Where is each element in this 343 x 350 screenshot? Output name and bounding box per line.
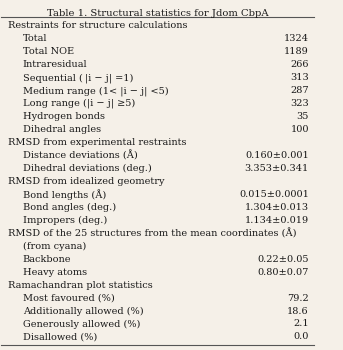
Text: 313: 313 [290, 73, 309, 82]
Text: 1324: 1324 [284, 34, 309, 43]
Text: Most favoured (%): Most favoured (%) [23, 294, 114, 302]
Text: Backbone: Backbone [23, 255, 71, 264]
Text: 35: 35 [297, 112, 309, 121]
Text: 79.2: 79.2 [287, 294, 309, 302]
Text: Hydrogen bonds: Hydrogen bonds [23, 112, 105, 121]
Text: Bond angles (deg.): Bond angles (deg.) [23, 203, 116, 212]
Text: Total: Total [23, 34, 47, 43]
Text: 0.160±0.001: 0.160±0.001 [245, 151, 309, 160]
Text: Disallowed (%): Disallowed (%) [23, 332, 97, 341]
Text: 1.134±0.019: 1.134±0.019 [245, 216, 309, 225]
Text: 18.6: 18.6 [287, 307, 309, 315]
Text: Impropers (deg.): Impropers (deg.) [23, 216, 107, 225]
Text: Bond lengths (Å): Bond lengths (Å) [23, 189, 106, 200]
Text: Total NOE: Total NOE [23, 47, 74, 56]
Text: 0.80±0.07: 0.80±0.07 [258, 268, 309, 276]
Text: Medium range (1< |i − j| <5): Medium range (1< |i − j| <5) [23, 86, 168, 96]
Text: (from cyana): (from cyana) [23, 241, 86, 251]
Text: Long range (|i − j| ≥5): Long range (|i − j| ≥5) [23, 99, 135, 108]
Text: Generously allowed (%): Generously allowed (%) [23, 320, 140, 329]
Text: 1.304±0.013: 1.304±0.013 [245, 203, 309, 212]
Text: 1189: 1189 [284, 47, 309, 56]
Text: Dihedral angles: Dihedral angles [23, 125, 101, 134]
Text: RMSD from experimental restraints: RMSD from experimental restraints [8, 138, 186, 147]
Text: Sequential ( |i − j| =1): Sequential ( |i − j| =1) [23, 73, 133, 83]
Text: Dihedral deviations (deg.): Dihedral deviations (deg.) [23, 164, 151, 173]
Text: 287: 287 [290, 86, 309, 95]
Text: Restraints for structure calculations: Restraints for structure calculations [8, 21, 187, 30]
Text: 266: 266 [291, 60, 309, 69]
Text: 0.22±0.05: 0.22±0.05 [258, 255, 309, 264]
Text: 0.015±0.0001: 0.015±0.0001 [239, 190, 309, 199]
Text: Heavy atoms: Heavy atoms [23, 268, 87, 276]
Text: RMSD from idealized geometry: RMSD from idealized geometry [8, 177, 164, 186]
Text: Additionally allowed (%): Additionally allowed (%) [23, 307, 143, 316]
Text: 0.0: 0.0 [294, 332, 309, 341]
Text: Ramachandran plot statistics: Ramachandran plot statistics [8, 281, 152, 289]
Text: 100: 100 [291, 125, 309, 134]
Text: 2.1: 2.1 [293, 320, 309, 328]
Text: Table 1. Structural statistics for Jdom CbpA: Table 1. Structural statistics for Jdom … [47, 9, 268, 18]
Text: RMSD of the 25 structures from the mean coordinates (Å): RMSD of the 25 structures from the mean … [8, 228, 296, 238]
Text: Intraresidual: Intraresidual [23, 60, 87, 69]
Text: 3.353±0.341: 3.353±0.341 [245, 164, 309, 173]
Text: Distance deviations (Å): Distance deviations (Å) [23, 150, 137, 161]
Text: 323: 323 [290, 99, 309, 108]
